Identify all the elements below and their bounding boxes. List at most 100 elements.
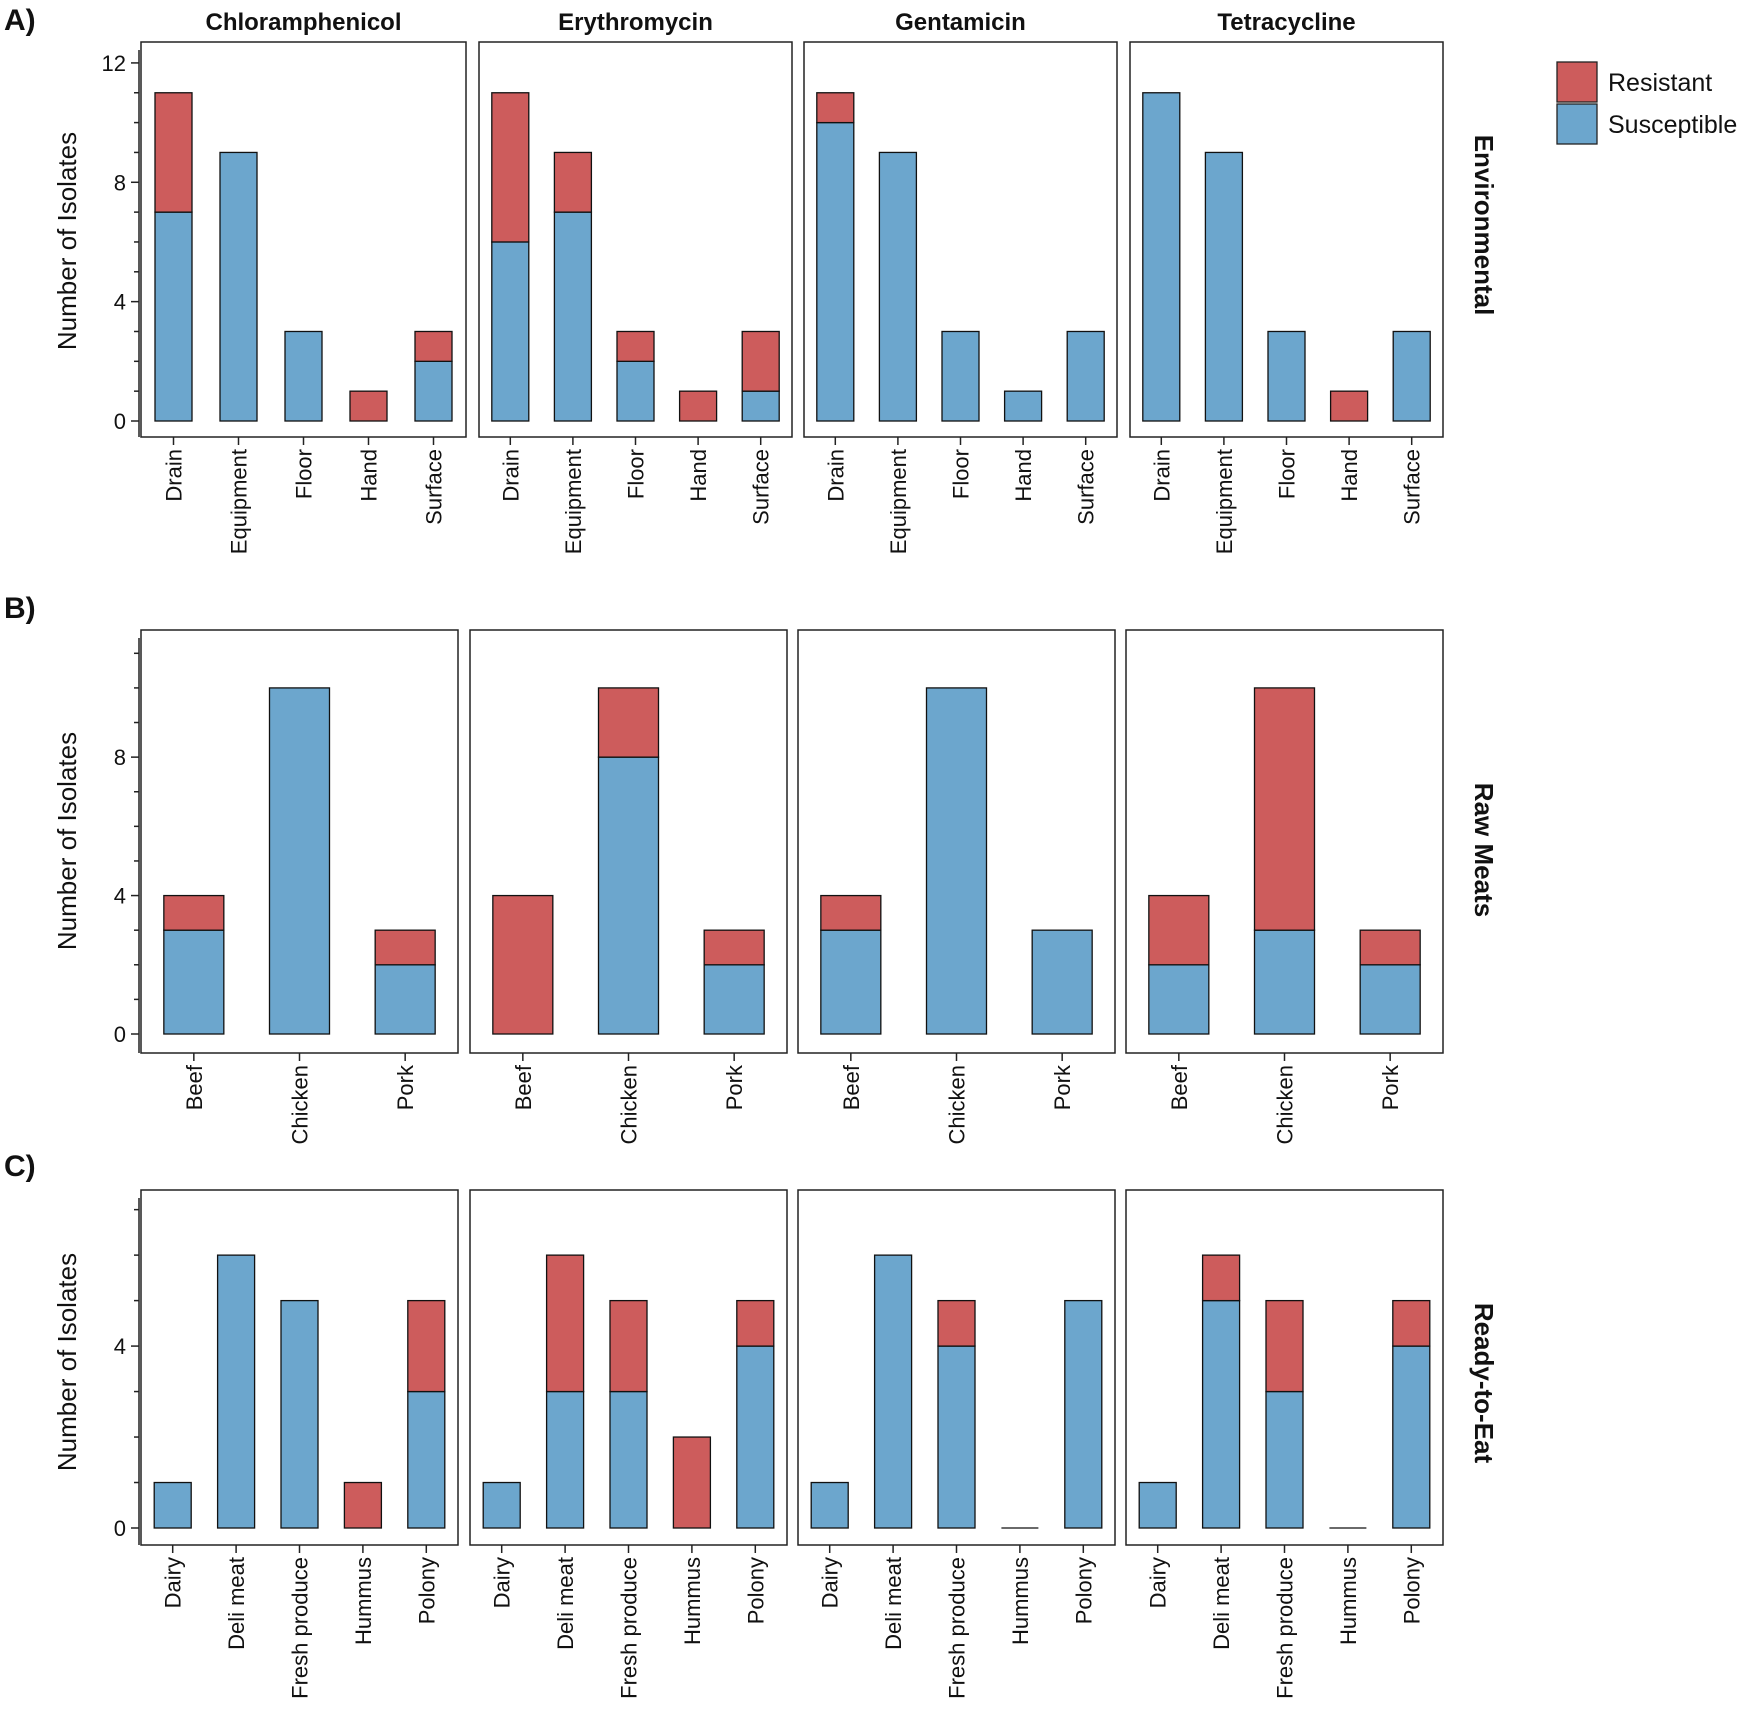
x-tick-label: Floor	[292, 449, 317, 499]
facet-erythromycin: Dairy Deli meat Fresh produce Hummus Polony	[469, 1189, 788, 1699]
bar-susceptible-deli-meat	[545, 1390, 585, 1529]
y-tick-label: 8	[114, 745, 126, 770]
bar-susceptible-dairy	[153, 1481, 192, 1529]
x-tick-label: Polony	[743, 1557, 768, 1624]
bar-resistant-equipment	[553, 151, 593, 213]
legend-label-resistant: Resistant	[1608, 69, 1712, 97]
y-tick-label: 8	[114, 170, 126, 195]
bar-resistant-beef	[1148, 894, 1210, 966]
bar-susceptible-polony	[736, 1345, 775, 1529]
x-tick-label: Beef	[1167, 1064, 1192, 1110]
bar-resistant-beef	[820, 894, 882, 931]
row-strip-label: Environmental	[1469, 135, 1499, 316]
bar-susceptible-floor	[284, 330, 323, 422]
bar-resistant-deli-meat	[1201, 1254, 1241, 1302]
panel-letter: B)	[4, 592, 36, 625]
bar-susceptible-surface	[1066, 330, 1105, 422]
bar-resistant-drain	[816, 92, 855, 124]
x-tick-label: Equipment	[886, 449, 911, 554]
x-tick-label: Beef	[511, 1064, 536, 1110]
x-tick-label: Equipment	[227, 449, 252, 554]
x-tick-label: Deli meat	[224, 1557, 249, 1650]
bar-resistant-floor	[616, 330, 655, 362]
x-tick-label: Deli meat	[553, 1557, 578, 1650]
x-tick-label: Polony	[414, 1557, 439, 1624]
row-strip-label: Raw Meats	[1469, 783, 1499, 917]
bar-resistant-chicken	[1253, 687, 1316, 931]
facet-strip-title: Tetracycline	[1217, 9, 1355, 36]
bar-susceptible-floor	[941, 330, 980, 422]
bar-resistant-polony	[736, 1299, 775, 1347]
x-tick-label: Pork	[1050, 1064, 1075, 1110]
bar-resistant-pork	[703, 929, 765, 966]
bar-susceptible-dairy	[1138, 1481, 1177, 1529]
legend-swatch-resistant	[1556, 61, 1598, 103]
y-tick-label: 4	[114, 884, 126, 909]
bar-resistant-beef	[492, 894, 554, 1035]
x-tick-label: Beef	[182, 1064, 207, 1110]
x-tick-label: Fresh produce	[945, 1557, 970, 1699]
bar-susceptible-fresh-produce	[609, 1390, 648, 1529]
bar-susceptible-equipment	[878, 151, 918, 422]
y-axis-title: Number of Isolates	[52, 732, 82, 950]
y-tick-label: 0	[114, 409, 126, 434]
x-tick-label: Floor	[624, 449, 649, 499]
bar-resistant-fresh-produce	[937, 1299, 976, 1347]
bar-susceptible-equipment	[1204, 151, 1244, 422]
facet-strip-title: Gentamicin	[895, 9, 1026, 36]
bar-resistant-drain	[491, 92, 530, 243]
bar-susceptible-fresh-produce	[937, 1345, 976, 1529]
x-tick-label: Fresh produce	[288, 1557, 313, 1699]
bar-resistant-hummus	[343, 1481, 383, 1529]
x-tick-label: Beef	[839, 1064, 864, 1110]
bar-susceptible-floor	[616, 360, 655, 422]
panel-b: B) Number of Isolates 0 4 8 Raw Meats Beef Chic…	[4, 592, 1499, 1144]
bar-susceptible-drain	[491, 241, 530, 422]
bar-susceptible-polony	[1064, 1299, 1103, 1529]
bar-susceptible-chicken	[925, 687, 988, 1035]
bar-susceptible-surface	[741, 390, 780, 422]
y-axis-title: Number of Isolates	[52, 1253, 82, 1471]
bar-susceptible-drain	[816, 121, 855, 422]
bar-susceptible-pork	[1031, 929, 1093, 1035]
bar-susceptible-chicken	[1253, 929, 1316, 1035]
bar-susceptible-fresh-produce	[1265, 1390, 1304, 1529]
x-tick-label: Dairy	[1146, 1557, 1171, 1608]
bar-susceptible-pork	[703, 964, 765, 1035]
y-tick-label: 12	[102, 51, 126, 76]
x-tick-label: Hummus	[351, 1557, 376, 1645]
row-strip-label: Ready-to-Eat	[1469, 1303, 1499, 1464]
bar-resistant-drain	[154, 92, 193, 213]
facet-tetracycline: Tetracycline Drain Equipment Floor Hand Surfa…	[1129, 9, 1444, 554]
facet-strip-title: Chloramphenicol	[205, 9, 401, 36]
bar-resistant-hand	[349, 390, 388, 422]
x-tick-label: Hand	[1337, 449, 1362, 502]
x-tick-label: Drain	[498, 449, 523, 502]
facet-gentamicin: Gentamicin Drain Equipment Floor Hand Surface	[803, 9, 1118, 554]
facet-tetracycline: Dairy Deli meat Fresh produce Hummus Polony	[1125, 1189, 1444, 1699]
x-tick-label: Chicken	[945, 1065, 970, 1144]
x-tick-label: Hummus	[1008, 1557, 1033, 1645]
x-tick-label: Fresh produce	[617, 1557, 642, 1699]
bar-susceptible-deli-meat	[1201, 1299, 1241, 1529]
facet-gentamicin: Dairy Deli meat Fresh produce Hummus Polony	[797, 1189, 1116, 1699]
x-tick-label: Deli meat	[1209, 1557, 1234, 1650]
x-tick-label: Dairy	[161, 1557, 186, 1608]
bar-susceptible-drain	[1142, 92, 1181, 422]
x-tick-label: Hummus	[680, 1557, 705, 1645]
x-tick-label: Hand	[686, 449, 711, 502]
x-tick-label: Drain	[823, 449, 848, 502]
bar-resistant-fresh-produce	[609, 1299, 648, 1393]
bar-resistant-deli-meat	[545, 1254, 585, 1393]
bar-susceptible-drain	[154, 211, 193, 422]
bar-susceptible-surface	[414, 360, 453, 422]
bar-susceptible-pork	[374, 964, 436, 1035]
x-tick-label: Hand	[357, 449, 382, 502]
facet-tetracycline: Beef Chicken Pork	[1125, 629, 1444, 1144]
y-tick-label: 4	[114, 290, 126, 315]
bar-susceptible-fresh-produce	[280, 1299, 319, 1529]
bar-susceptible-chicken	[597, 756, 660, 1035]
x-tick-label: Floor	[1275, 449, 1300, 499]
